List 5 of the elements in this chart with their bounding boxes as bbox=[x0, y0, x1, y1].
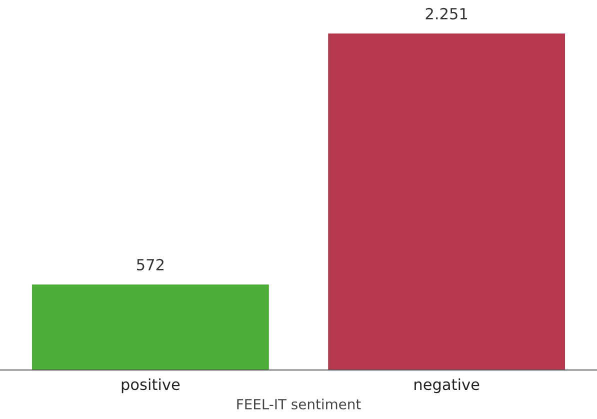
data-label: 2.251 bbox=[426, 8, 468, 20]
x-tick-label: negative bbox=[414, 378, 480, 394]
x-axis-title: FEEL-IT sentiment bbox=[237, 398, 361, 410]
x-tick-label: positive bbox=[122, 378, 180, 394]
data-label: 572 bbox=[137, 258, 164, 270]
